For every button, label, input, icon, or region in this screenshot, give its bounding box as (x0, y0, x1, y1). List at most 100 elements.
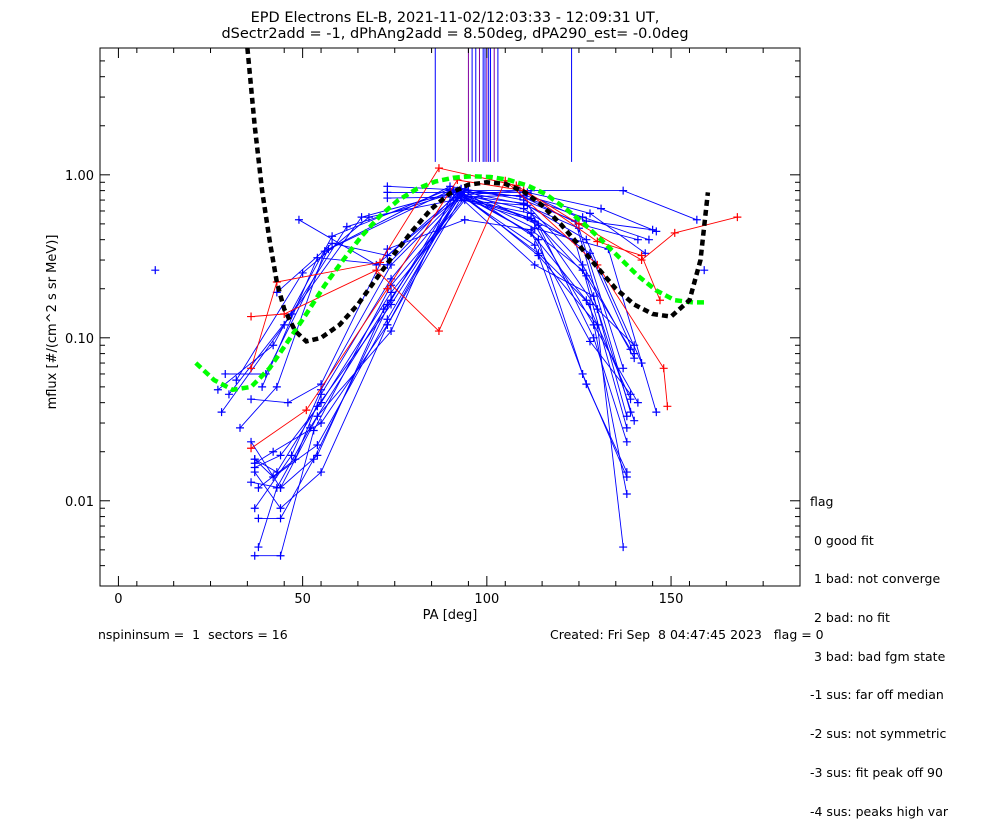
x-axis-label: PA [deg] (423, 608, 478, 623)
blue-data-point (283, 398, 292, 407)
blue-data-point (250, 455, 259, 464)
blue-data-point (582, 380, 591, 389)
blue-data-point (276, 514, 285, 523)
green-fit-curve (194, 174, 708, 393)
blue-traces (151, 182, 709, 560)
blue-data-point (622, 423, 631, 432)
red-data-point (733, 213, 742, 222)
blue-data-point (276, 451, 285, 460)
y-axis-label: mflux [#/(cm^2 s sr MeV)] (45, 235, 60, 410)
blue-trace-line (254, 197, 639, 557)
y-tick-label: 0.01 (65, 495, 94, 510)
blue-data-point (269, 341, 278, 350)
blue-data-point (320, 247, 329, 256)
blue-data-point (269, 472, 278, 481)
blue-data-point (317, 419, 326, 428)
blue-data-point (254, 514, 263, 523)
x-tick-label: 150 (659, 592, 684, 607)
blue-data-point (250, 468, 259, 477)
blue-data-point (250, 551, 259, 560)
blue-data-point (383, 300, 392, 309)
blue-data-point (151, 266, 160, 275)
blue-data-point (460, 194, 469, 203)
red-trace-line (250, 179, 661, 449)
legend-entry: 0 good fit (810, 532, 874, 548)
chart-subtitle: dSectr2add = -1, dPhAng2add = 8.50deg, d… (221, 26, 688, 42)
red-data-point (247, 312, 256, 321)
blue-data-point (317, 390, 326, 399)
red-traces (247, 164, 742, 453)
red-trace-line (251, 179, 668, 407)
blue-trace-line (254, 192, 624, 548)
flag-legend: flag 0 good fit 1 bad: not converge 2 ba… (810, 470, 948, 831)
blue-data-point (644, 235, 653, 244)
blue-data-point (530, 260, 539, 269)
x-tick-label: 50 (294, 592, 311, 607)
blue-data-point (619, 186, 628, 195)
blue-data-point (626, 345, 635, 354)
blue-data-point (534, 251, 543, 260)
blue-data-point (582, 235, 591, 244)
blue-data-point (700, 266, 709, 275)
blue-data-point (236, 423, 244, 432)
blue-trace-line (251, 194, 628, 495)
red-data-point (302, 406, 311, 415)
blue-data-point (387, 288, 396, 297)
blue-data-point (578, 213, 587, 222)
red-data-point (247, 364, 256, 373)
red-data-point (372, 266, 381, 275)
blue-data-point (589, 320, 598, 329)
red-data-point (663, 402, 672, 411)
red-data-point (434, 327, 443, 336)
blue-trace-line (254, 188, 628, 478)
blue-data-point (317, 398, 326, 407)
x-tick-label: 100 (474, 592, 499, 607)
y-tick-label: 1.00 (65, 169, 94, 184)
blue-data-point (328, 232, 337, 241)
blue-data-point (641, 249, 650, 258)
blue-data-point (217, 408, 226, 417)
red-data-point (637, 251, 646, 260)
blue-trace-line (251, 219, 631, 404)
blue-data-point (630, 416, 639, 425)
legend-entry: -2 sus: not symmetric (810, 726, 947, 742)
blue-data-point (383, 194, 392, 203)
blue-data-point (460, 215, 469, 224)
blue-data-point (306, 423, 314, 432)
red-data-point (659, 364, 668, 373)
blue-data-point (622, 437, 631, 446)
footer-left: nspininsum = 1 sectors = 16 (98, 627, 288, 642)
blue-data-point (387, 296, 396, 305)
blue-data-point (527, 214, 536, 223)
legend-entry: -4 sus: peaks high var (810, 803, 949, 819)
blue-data-point (578, 266, 587, 275)
blue-data-point (276, 551, 285, 560)
blue-data-point (328, 239, 337, 248)
blue-data-point (272, 483, 281, 492)
legend-entry: 1 bad: not converge (810, 571, 941, 587)
red-data-point (656, 296, 664, 305)
blue-data-point (294, 215, 303, 224)
legend-entry: 3 bad: bad fgm state (810, 648, 946, 664)
blue-data-point (221, 369, 230, 378)
blue-trace-line (257, 191, 657, 548)
blue-data-point (213, 385, 222, 394)
blue-trace-line (254, 193, 631, 509)
vertical-lines (434, 48, 573, 162)
blue-data-point (309, 455, 318, 464)
blue-data-point (383, 315, 392, 324)
blue-data-point (287, 451, 296, 460)
red-data-point (376, 258, 384, 267)
red-data-point (670, 228, 679, 237)
blue-trace-line (258, 197, 635, 489)
legend-title: flag (810, 493, 834, 509)
blue-data-point (317, 468, 326, 477)
blue-data-point (224, 390, 233, 399)
legend-entry: -1 sus: far off median (810, 687, 944, 703)
blue-data-point (578, 369, 587, 378)
blue-data-point (387, 260, 396, 269)
blue-data-point (383, 245, 392, 254)
blue-data-point (622, 490, 631, 499)
blue-data-point (313, 440, 322, 449)
blue-data-point (589, 292, 598, 301)
